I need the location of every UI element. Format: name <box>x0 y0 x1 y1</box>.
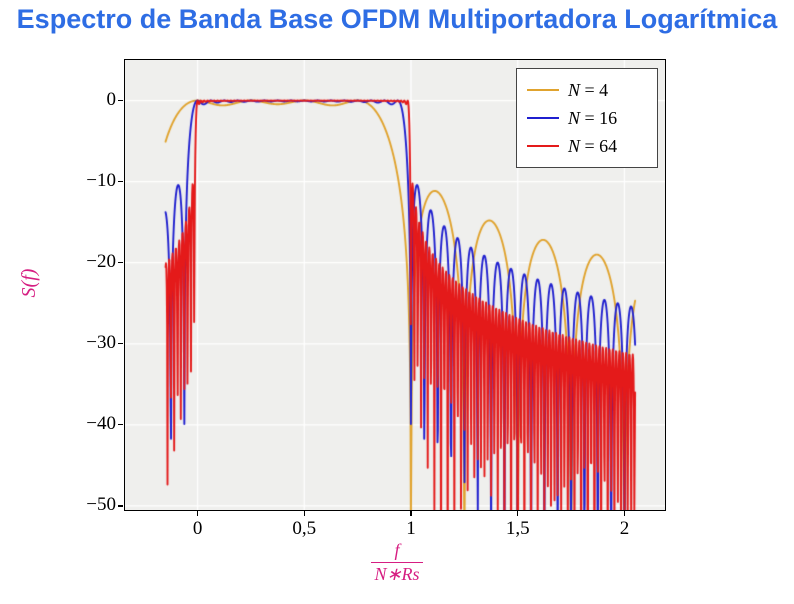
x-tick-label: 2 <box>619 518 630 539</box>
x-axis-label-numerator: f <box>394 540 400 560</box>
x-tick-mark <box>517 511 519 516</box>
plot-area: N = 4 N = 16 N = 64 <box>124 59 666 511</box>
legend-item: N = 64 <box>527 132 645 160</box>
legend: N = 4 N = 16 N = 64 <box>516 68 658 168</box>
y-tick-mark <box>118 181 123 183</box>
x-axis-label: f N∗Rs <box>347 541 447 584</box>
y-tick-label: −50 <box>86 493 116 515</box>
y-tick-mark <box>118 343 123 345</box>
y-tick-label: 0 <box>106 88 117 110</box>
y-tick-label: −10 <box>86 169 116 191</box>
x-tick-label: 1 <box>406 518 416 539</box>
x-tick-label: 0,5 <box>292 518 317 539</box>
x-tick-mark <box>303 511 305 516</box>
legend-line-swatch <box>527 88 559 92</box>
legend-item: N = 16 <box>527 104 645 132</box>
legend-line-swatch <box>527 144 559 148</box>
y-tick-label: −30 <box>86 331 116 353</box>
legend-item: N = 4 <box>527 76 645 104</box>
x-tick-label: 0 <box>192 518 203 539</box>
fraction-bar <box>371 562 423 564</box>
x-tick-mark <box>410 511 412 516</box>
x-tick-label: 1,5 <box>505 518 530 539</box>
legend-label: N = 16 <box>568 107 618 128</box>
y-tick-label: −40 <box>86 412 116 434</box>
legend-line-swatch <box>527 116 559 120</box>
x-tick-mark <box>623 511 626 516</box>
y-axis-label: S(f) <box>18 268 40 298</box>
legend-label: N = 64 <box>568 135 618 156</box>
x-tick-mark <box>196 511 199 516</box>
x-axis-label-denominator: N∗Rs <box>374 564 420 585</box>
y-tick-label: −20 <box>86 250 116 272</box>
y-tick-mark <box>118 99 123 102</box>
chart-title: Espectro de Banda Base OFDM Multiportado… <box>16 4 778 34</box>
y-tick-mark <box>118 505 123 507</box>
legend-label: N = 4 <box>568 79 609 100</box>
y-tick-mark <box>118 262 123 264</box>
y-tick-mark <box>118 424 123 426</box>
